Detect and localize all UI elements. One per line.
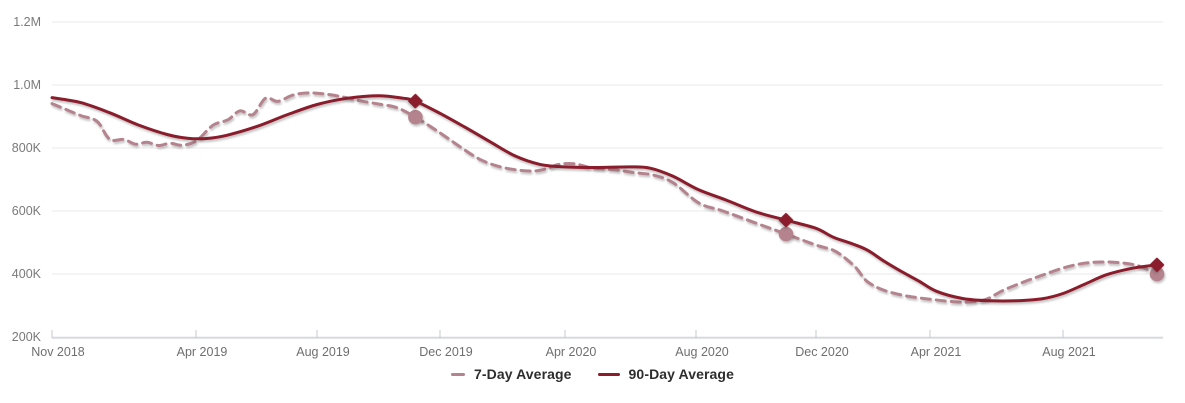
legend-label-7-day-average: 7-Day Average [474,366,572,382]
7-day-average-line-swatch [451,372,465,376]
x-axis-label: Dec 2020 [795,345,849,359]
x-axis-label: Apr 2019 [177,345,228,359]
x-axis-label: Dec 2019 [419,345,473,359]
data-point-marker-7-day-average[interactable] [778,226,794,242]
x-axis-label: Apr 2020 [546,345,597,359]
x-axis-label: Aug 2020 [675,345,729,359]
x-axis-label: Nov 2018 [31,345,85,359]
data-point-marker-7-day-average[interactable] [1149,266,1165,282]
series-line-7-day-average[interactable] [50,91,1159,304]
data-point-marker-90-day-average[interactable] [778,212,794,228]
y-axis-label: 1.2M [13,15,41,29]
x-axis-label: Apr 2021 [911,345,962,359]
y-axis-label: 200K [12,330,42,344]
y-axis-label: 1.0M [13,78,41,92]
legend-item-90-day-average[interactable]: 90-Day Average [597,366,734,382]
y-axis-label: 600K [12,204,42,218]
legend-item-7-day-average[interactable]: 7-Day Average [451,366,572,382]
data-point-marker-7-day-average[interactable] [408,109,423,125]
data-point-marker-90-day-average[interactable] [1149,257,1165,273]
x-axis-label: Aug 2019 [296,345,350,359]
chart-legend: 7-Day Average 90-Day Average [0,366,1185,382]
90-day-average-line-swatch [597,372,620,376]
x-axis-label: Aug 2021 [1042,345,1096,359]
y-axis-label: 400K [12,267,42,281]
legend-label-90-day-average: 90-Day Average [628,366,734,382]
data-point-marker-90-day-average[interactable] [408,93,423,109]
y-axis-label: 800K [12,141,42,155]
series-line-90-day-average[interactable] [50,94,1159,303]
